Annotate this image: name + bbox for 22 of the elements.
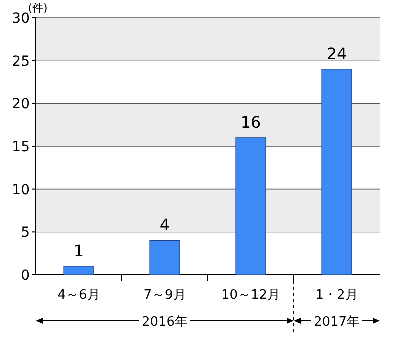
x-tick-label: 1・2月 bbox=[316, 288, 358, 303]
data-label: 24 bbox=[326, 44, 348, 64]
bar bbox=[64, 266, 94, 276]
bar bbox=[322, 69, 352, 276]
y-tick-label: 5 bbox=[21, 225, 30, 242]
data-label: 16 bbox=[240, 112, 262, 132]
y-tick-label: 20 bbox=[12, 96, 30, 113]
text: 2016年 bbox=[142, 315, 188, 330]
x-tick-label: 4～6月 bbox=[58, 288, 100, 303]
bar bbox=[236, 138, 266, 276]
y-tick-label: 25 bbox=[12, 54, 30, 70]
y-tick-label: 30 bbox=[12, 11, 30, 27]
y-tick-label: 15 bbox=[12, 140, 30, 156]
y-axis-title: (件) bbox=[28, 2, 48, 15]
y-tick-label: 10 bbox=[12, 182, 30, 198]
text: 2017年 bbox=[314, 315, 360, 330]
data-label: 4 bbox=[160, 216, 170, 235]
x-tick-label: 10～12月 bbox=[221, 288, 281, 303]
x-tick-label: 7～9月 bbox=[144, 288, 186, 303]
data-label: 1 bbox=[74, 241, 84, 260]
bar bbox=[150, 240, 180, 276]
y-tick-label: 0 bbox=[21, 268, 30, 284]
